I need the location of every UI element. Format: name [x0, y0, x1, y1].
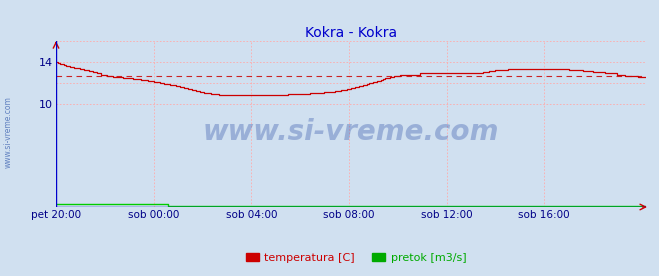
- Legend: temperatura [C], pretok [m3/s]: temperatura [C], pretok [m3/s]: [241, 249, 471, 268]
- Text: www.si-vreme.com: www.si-vreme.com: [203, 118, 499, 147]
- Text: www.si-vreme.com: www.si-vreme.com: [3, 97, 13, 168]
- Title: Kokra - Kokra: Kokra - Kokra: [305, 26, 397, 40]
